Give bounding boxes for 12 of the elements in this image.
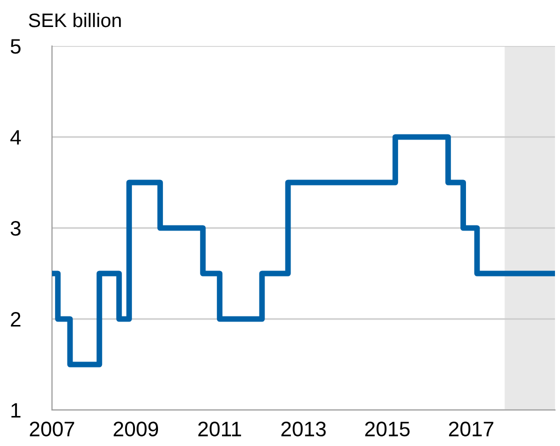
x-tick-label: 2009 [114,422,158,436]
y-tick-label: 4 [10,130,21,145]
y-tick-label: 5 [10,39,21,54]
x-tick-label: 2011 [198,422,242,436]
x-tick-label: 2007 [30,422,74,436]
y-tick-label: 2 [10,312,20,327]
x-tick-label: 2013 [281,422,326,436]
x-tick-label: 2015 [365,422,410,436]
y-axis-title: SEK billion [28,12,121,28]
x-tick-label: 2017 [449,422,494,436]
y-tick-label: 3 [10,221,21,236]
y-tick-label: 1 [11,403,20,418]
